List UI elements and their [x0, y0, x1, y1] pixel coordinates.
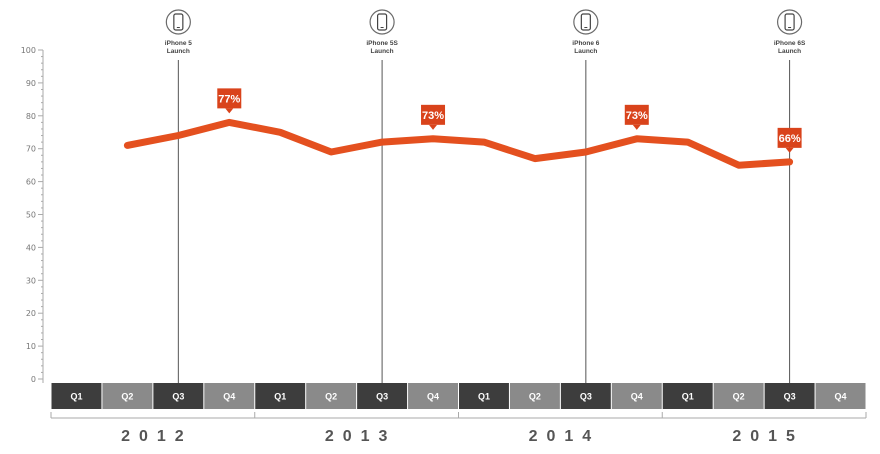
year-label: 2015 [732, 428, 804, 445]
phone-icon-body [376, 13, 388, 31]
callout-pointer [632, 124, 641, 130]
quarter-cell [153, 383, 204, 409]
phone-icon [776, 9, 803, 35]
data-point [482, 140, 486, 144]
phone-icon-body [173, 13, 184, 31]
callout-pointer [225, 108, 234, 114]
y-tick-label: 50 [26, 211, 36, 220]
quarter-cell [357, 383, 408, 409]
y-tick-label: 100 [21, 46, 36, 55]
data-point [788, 160, 792, 164]
quarter-cell [204, 383, 255, 409]
quarter-label: Q3 [376, 392, 388, 402]
quarter-cell [611, 383, 662, 409]
year-label: 2014 [529, 428, 601, 445]
quarter-cell [509, 383, 560, 409]
year-label: 2013 [325, 428, 397, 445]
phone-icon-body [784, 13, 795, 31]
quarter-label: Q4 [223, 392, 235, 402]
quarter-label: Q4 [631, 392, 643, 402]
quarter-label: Q1 [70, 392, 82, 402]
callout-pointer [429, 124, 438, 130]
y-tick-label: 80 [26, 112, 36, 121]
data-point [278, 130, 282, 134]
y-tick-label: 60 [26, 178, 36, 187]
data-point [584, 150, 588, 154]
quarter-label: Q2 [325, 392, 337, 402]
callout-box [217, 88, 242, 109]
event-label: Launch [167, 48, 190, 55]
data-point [737, 163, 741, 167]
quarter-cell [815, 383, 866, 409]
series-line [123, 118, 794, 169]
quarter-cell [255, 383, 306, 409]
y-tick-label: 70 [26, 145, 36, 154]
quarter-label: Q1 [682, 392, 694, 402]
y-tick-label: 10 [26, 342, 36, 351]
callout-label: 77% [218, 93, 240, 105]
y-tick-label: 90 [26, 79, 36, 88]
quarter-label: Q1 [274, 392, 286, 402]
phone-icon [165, 9, 191, 35]
quarter-cell [459, 383, 509, 409]
event-label: Launch [778, 48, 801, 55]
quarter-cell [560, 383, 611, 409]
quarter-cell [662, 383, 713, 409]
callout-box [777, 127, 802, 148]
event-label: iPhone 6 [572, 40, 599, 47]
callout-box [624, 104, 649, 125]
callout-label: 66% [779, 133, 801, 145]
y-tick-label: 0 [31, 375, 36, 384]
data-point [533, 157, 537, 161]
y-tick-label: 30 [26, 276, 36, 285]
quarter-label: Q3 [172, 392, 184, 402]
phone-icon [369, 9, 395, 35]
quarter-cell [713, 383, 764, 409]
y-tick-label: 40 [26, 243, 36, 252]
event-label: Launch [574, 48, 597, 55]
quarter-label: Q3 [784, 392, 796, 402]
quarter-cell [764, 383, 815, 409]
quarter-label: Q4 [835, 392, 847, 402]
quarter-label: Q2 [529, 392, 541, 402]
data-point [176, 134, 180, 138]
quarter-label: Q2 [121, 392, 133, 402]
data-point [329, 150, 333, 154]
callout-label: 73% [422, 110, 444, 122]
data-point [227, 120, 231, 124]
event-label: iPhone 5 [165, 40, 192, 47]
quarter-label: Q4 [427, 392, 439, 402]
data-point [635, 137, 639, 141]
quarter-cell [408, 383, 458, 409]
callout-pointer [785, 147, 794, 153]
data-point [431, 137, 435, 141]
quarter-cell [306, 383, 357, 409]
callout-box [421, 104, 446, 125]
event-label: iPhone 6S [774, 40, 806, 47]
year-label: 2012 [121, 428, 193, 445]
event-label: Launch [371, 48, 394, 55]
quarter-cell [102, 383, 153, 409]
quarter-label: Q3 [580, 392, 592, 402]
quarter-label: Q2 [733, 392, 745, 402]
callout-label: 73% [626, 110, 648, 122]
event-label: iPhone 5S [366, 40, 398, 47]
quarter-label: Q1 [478, 392, 490, 402]
quarter-cell [51, 383, 102, 409]
data-point [686, 140, 690, 144]
phone-icon [573, 9, 599, 35]
data-point [125, 143, 129, 147]
data-point [380, 140, 384, 144]
phone-icon-body [580, 13, 591, 31]
y-tick-label: 20 [26, 309, 36, 318]
